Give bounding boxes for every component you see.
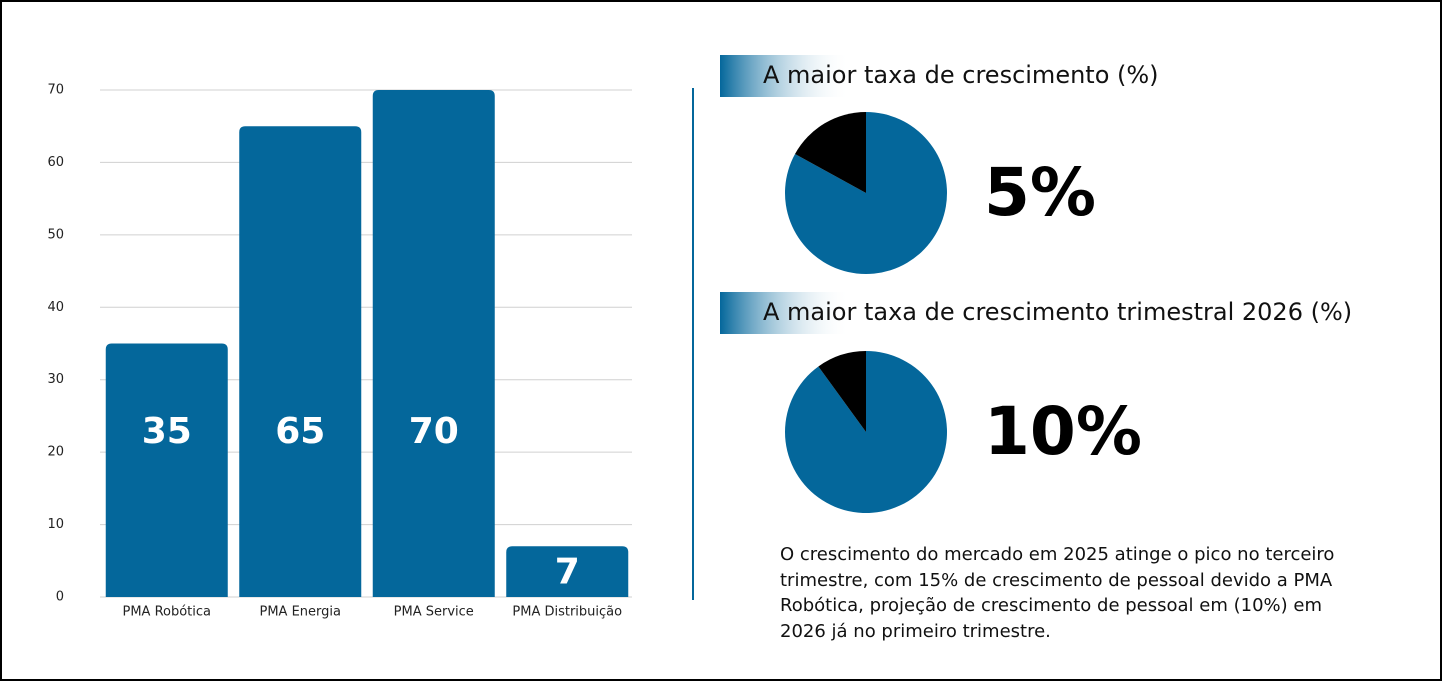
pie-big-label: 10% [984,393,1142,470]
heading-accent [720,55,850,97]
bar-value-label: 35 [142,411,192,452]
y-tick-label: 30 [47,372,64,387]
pie-big-label: 5% [984,154,1096,231]
pie-slice [785,351,947,514]
pie-title: A maior taxa de crescimento (%) [763,61,1159,89]
y-tick-label: 20 [47,445,64,460]
pie-slice [795,112,866,193]
x-tick-label: PMA Distribuição [512,605,622,620]
bar [372,90,495,597]
y-tick-label: 60 [47,155,64,170]
bar-value-label: 7 [555,552,580,593]
pie-slice [818,351,866,432]
heading-accent [720,292,850,334]
y-tick-label: 70 [47,83,64,98]
y-tick-label: 0 [56,590,64,605]
bar-value-label: 70 [409,411,459,452]
y-tick-label: 40 [47,300,64,315]
x-tick-label: PMA Energia [260,605,341,620]
bar [105,343,228,597]
bar [506,546,629,597]
bar-value-label: 65 [275,411,325,452]
bar [239,126,362,597]
x-tick-label: PMA Robótica [122,605,211,620]
y-tick-label: 50 [47,227,64,242]
x-tick-label: PMA Service [394,605,474,620]
y-tick-label: 10 [47,517,64,532]
pie-title: A maior taxa de crescimento trimestral 2… [763,298,1352,326]
description: O crescimento do mercado em 2025 atinge … [780,544,1335,642]
